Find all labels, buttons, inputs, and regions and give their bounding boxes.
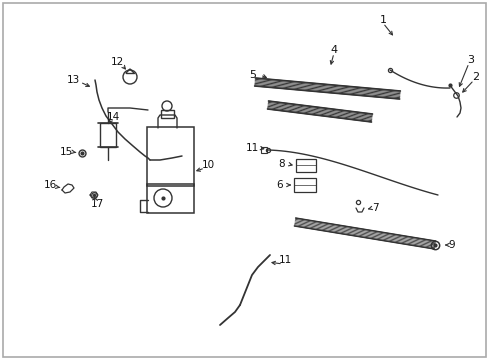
Text: 15: 15 (59, 147, 73, 157)
Text: 4: 4 (330, 45, 337, 55)
Text: 11: 11 (278, 255, 291, 265)
Text: 10: 10 (201, 160, 214, 170)
Text: 7: 7 (371, 203, 378, 213)
Text: 11: 11 (245, 143, 258, 153)
Text: 6: 6 (276, 180, 283, 190)
Text: 3: 3 (467, 55, 473, 65)
Text: 14: 14 (106, 112, 120, 122)
Bar (161, 110, 174, 118)
Text: 13: 13 (66, 75, 80, 85)
Text: 2: 2 (471, 72, 479, 82)
Text: 12: 12 (110, 57, 123, 67)
Text: 5: 5 (249, 70, 256, 80)
Bar (100, 123, 116, 147)
Text: 17: 17 (90, 199, 103, 209)
Text: 1: 1 (379, 15, 386, 25)
Text: 16: 16 (43, 180, 57, 190)
Text: 9: 9 (448, 240, 454, 250)
Text: 8: 8 (278, 159, 285, 169)
